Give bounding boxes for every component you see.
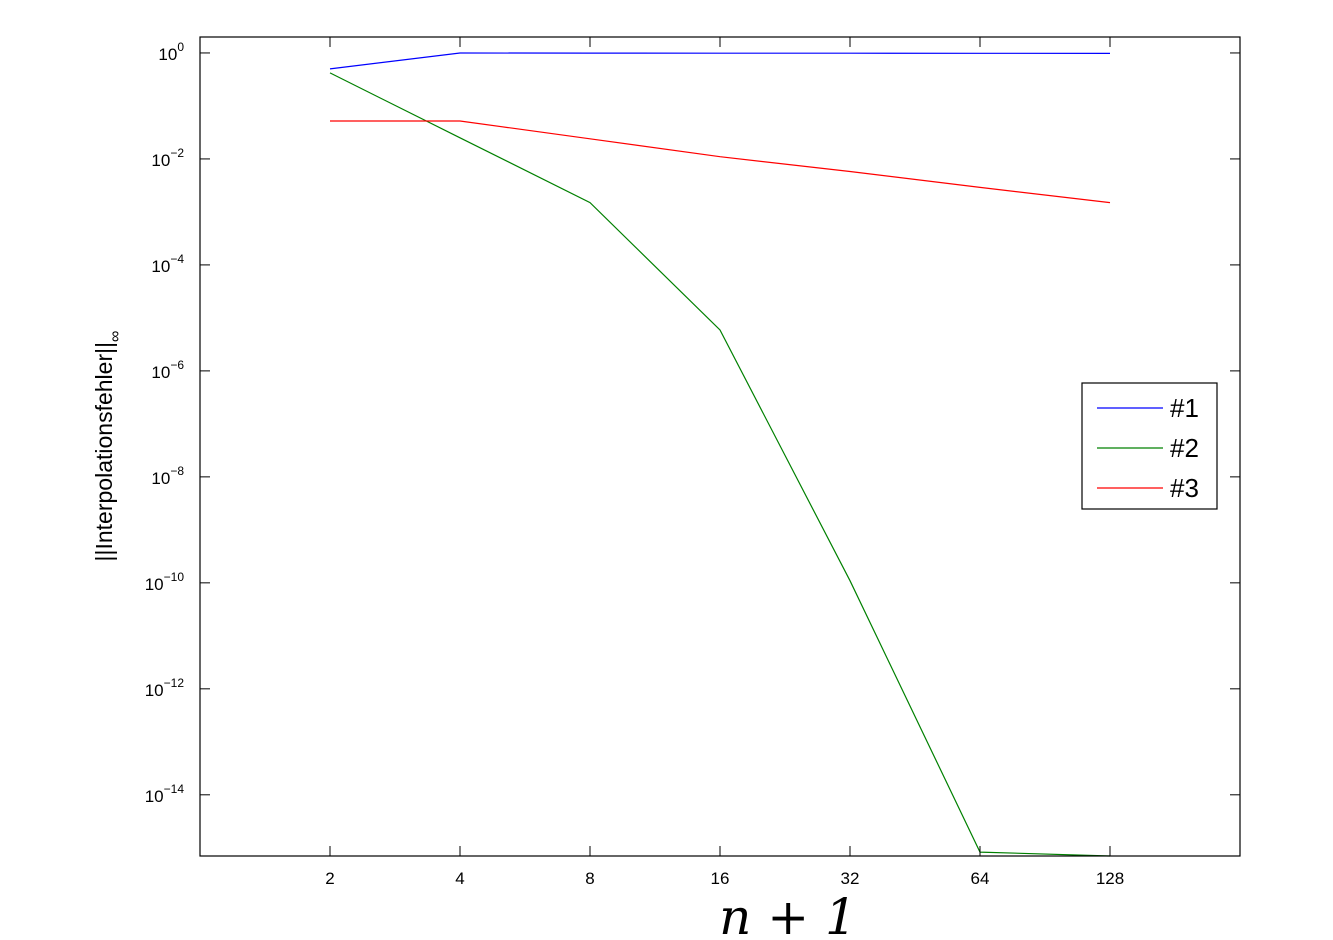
series-lines	[329, 52, 1111, 857]
y-tick-label: 10−2	[151, 146, 184, 170]
x-tick-label: 4	[455, 869, 464, 888]
y-tick-label: 10−8	[151, 464, 184, 488]
y-tick-label: 10−12	[145, 676, 185, 700]
x-tick-label: 128	[1096, 869, 1124, 888]
y-tick-label: 10−10	[145, 570, 185, 594]
legend-label-2: #2	[1170, 433, 1199, 463]
y-tick-label: 10−14	[145, 782, 185, 806]
series-line-2	[329, 72, 1111, 857]
x-tick-label: 2	[325, 869, 334, 888]
x-tick-label: 64	[971, 869, 990, 888]
y-tick-label: 10−6	[151, 358, 184, 382]
x-tick-label: 8	[585, 869, 594, 888]
y-tick-label: 10−4	[151, 252, 184, 276]
x-axis-label: n + 1	[719, 888, 857, 940]
axis-ticks: 2 4 8 16 32 64 128 100 10−2 10−4 10−6 10−8 10−10 10−1…	[145, 37, 1240, 888]
legend-label-1: #1	[1170, 393, 1199, 423]
series-line-1	[329, 52, 1111, 70]
legend: #1 #2 #3	[1081, 382, 1218, 510]
y-axis-label-text: ||Interpolationsfehler||	[91, 342, 117, 562]
x-tick-label: 32	[841, 869, 860, 888]
legend-label-3: #3	[1170, 473, 1199, 503]
x-tick-label: 16	[711, 869, 730, 888]
y-axis-label-subscript: ∞	[107, 331, 124, 342]
series-line-3	[330, 120, 1111, 204]
y-axis-label: ||Interpolationsfehler||∞	[91, 331, 124, 562]
y-tick-label: 100	[158, 40, 184, 64]
